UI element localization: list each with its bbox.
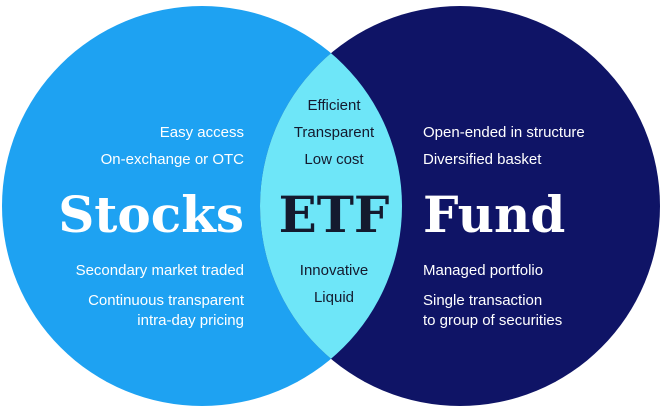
fund-feature-managed-portfolio: Managed portfolio — [423, 262, 543, 279]
stocks-feature-on-exchange: On-exchange or OTC — [101, 151, 245, 168]
etf-title: ETF — [279, 185, 390, 244]
stocks-feature-secondary-market: Secondary market traded — [76, 262, 244, 279]
fund-feature-single-transaction: Single transaction — [423, 292, 542, 309]
etf-feature-low-cost: Low cost — [304, 151, 364, 168]
etf-feature-innovative: Innovative — [300, 262, 368, 279]
etf-feature-liquid: Liquid — [314, 289, 354, 306]
fund-feature-group-of-securities: to group of securities — [423, 312, 562, 329]
stocks-feature-easy-access: Easy access — [160, 124, 244, 141]
fund-feature-diversified-basket: Diversified basket — [423, 151, 542, 168]
etf-feature-efficient: Efficient — [307, 97, 361, 114]
etf-feature-transparent: Transparent — [294, 124, 375, 141]
etf-overlap — [260, 6, 402, 406]
stocks-feature-continuous-transparent: Continuous transparent — [88, 292, 245, 309]
fund-feature-open-ended: Open-ended in structure — [423, 124, 585, 141]
stocks-title: Stocks — [58, 185, 244, 244]
stocks-feature-intra-day-pricing: intra-day pricing — [137, 312, 244, 329]
fund-title: Fund — [423, 185, 565, 244]
